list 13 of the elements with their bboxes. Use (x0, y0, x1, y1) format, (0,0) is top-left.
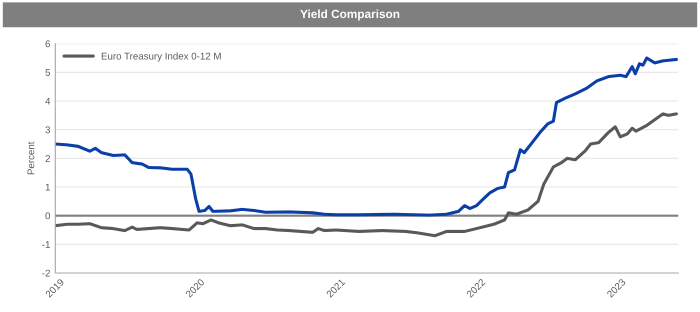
y-tick-label: -2 (42, 270, 50, 277)
chart-title: Yield Comparison (300, 9, 400, 20)
y-tick-label: 3 (45, 126, 50, 134)
legend-label: Euro Treasury Index 0-12 M (102, 52, 221, 62)
y-tick-label: -1 (42, 241, 50, 248)
y-tick-label: 6 (46, 40, 50, 48)
y-tick-label: 5 (45, 69, 50, 76)
y-tick-label: 4 (45, 98, 50, 105)
line-series (55, 112, 678, 238)
y-tick-label: 2 (46, 155, 50, 162)
y-axis-title: Percent (28, 142, 34, 174)
y-tick-label: 1 (46, 184, 50, 191)
y-tick-label: 0 (45, 212, 50, 220)
